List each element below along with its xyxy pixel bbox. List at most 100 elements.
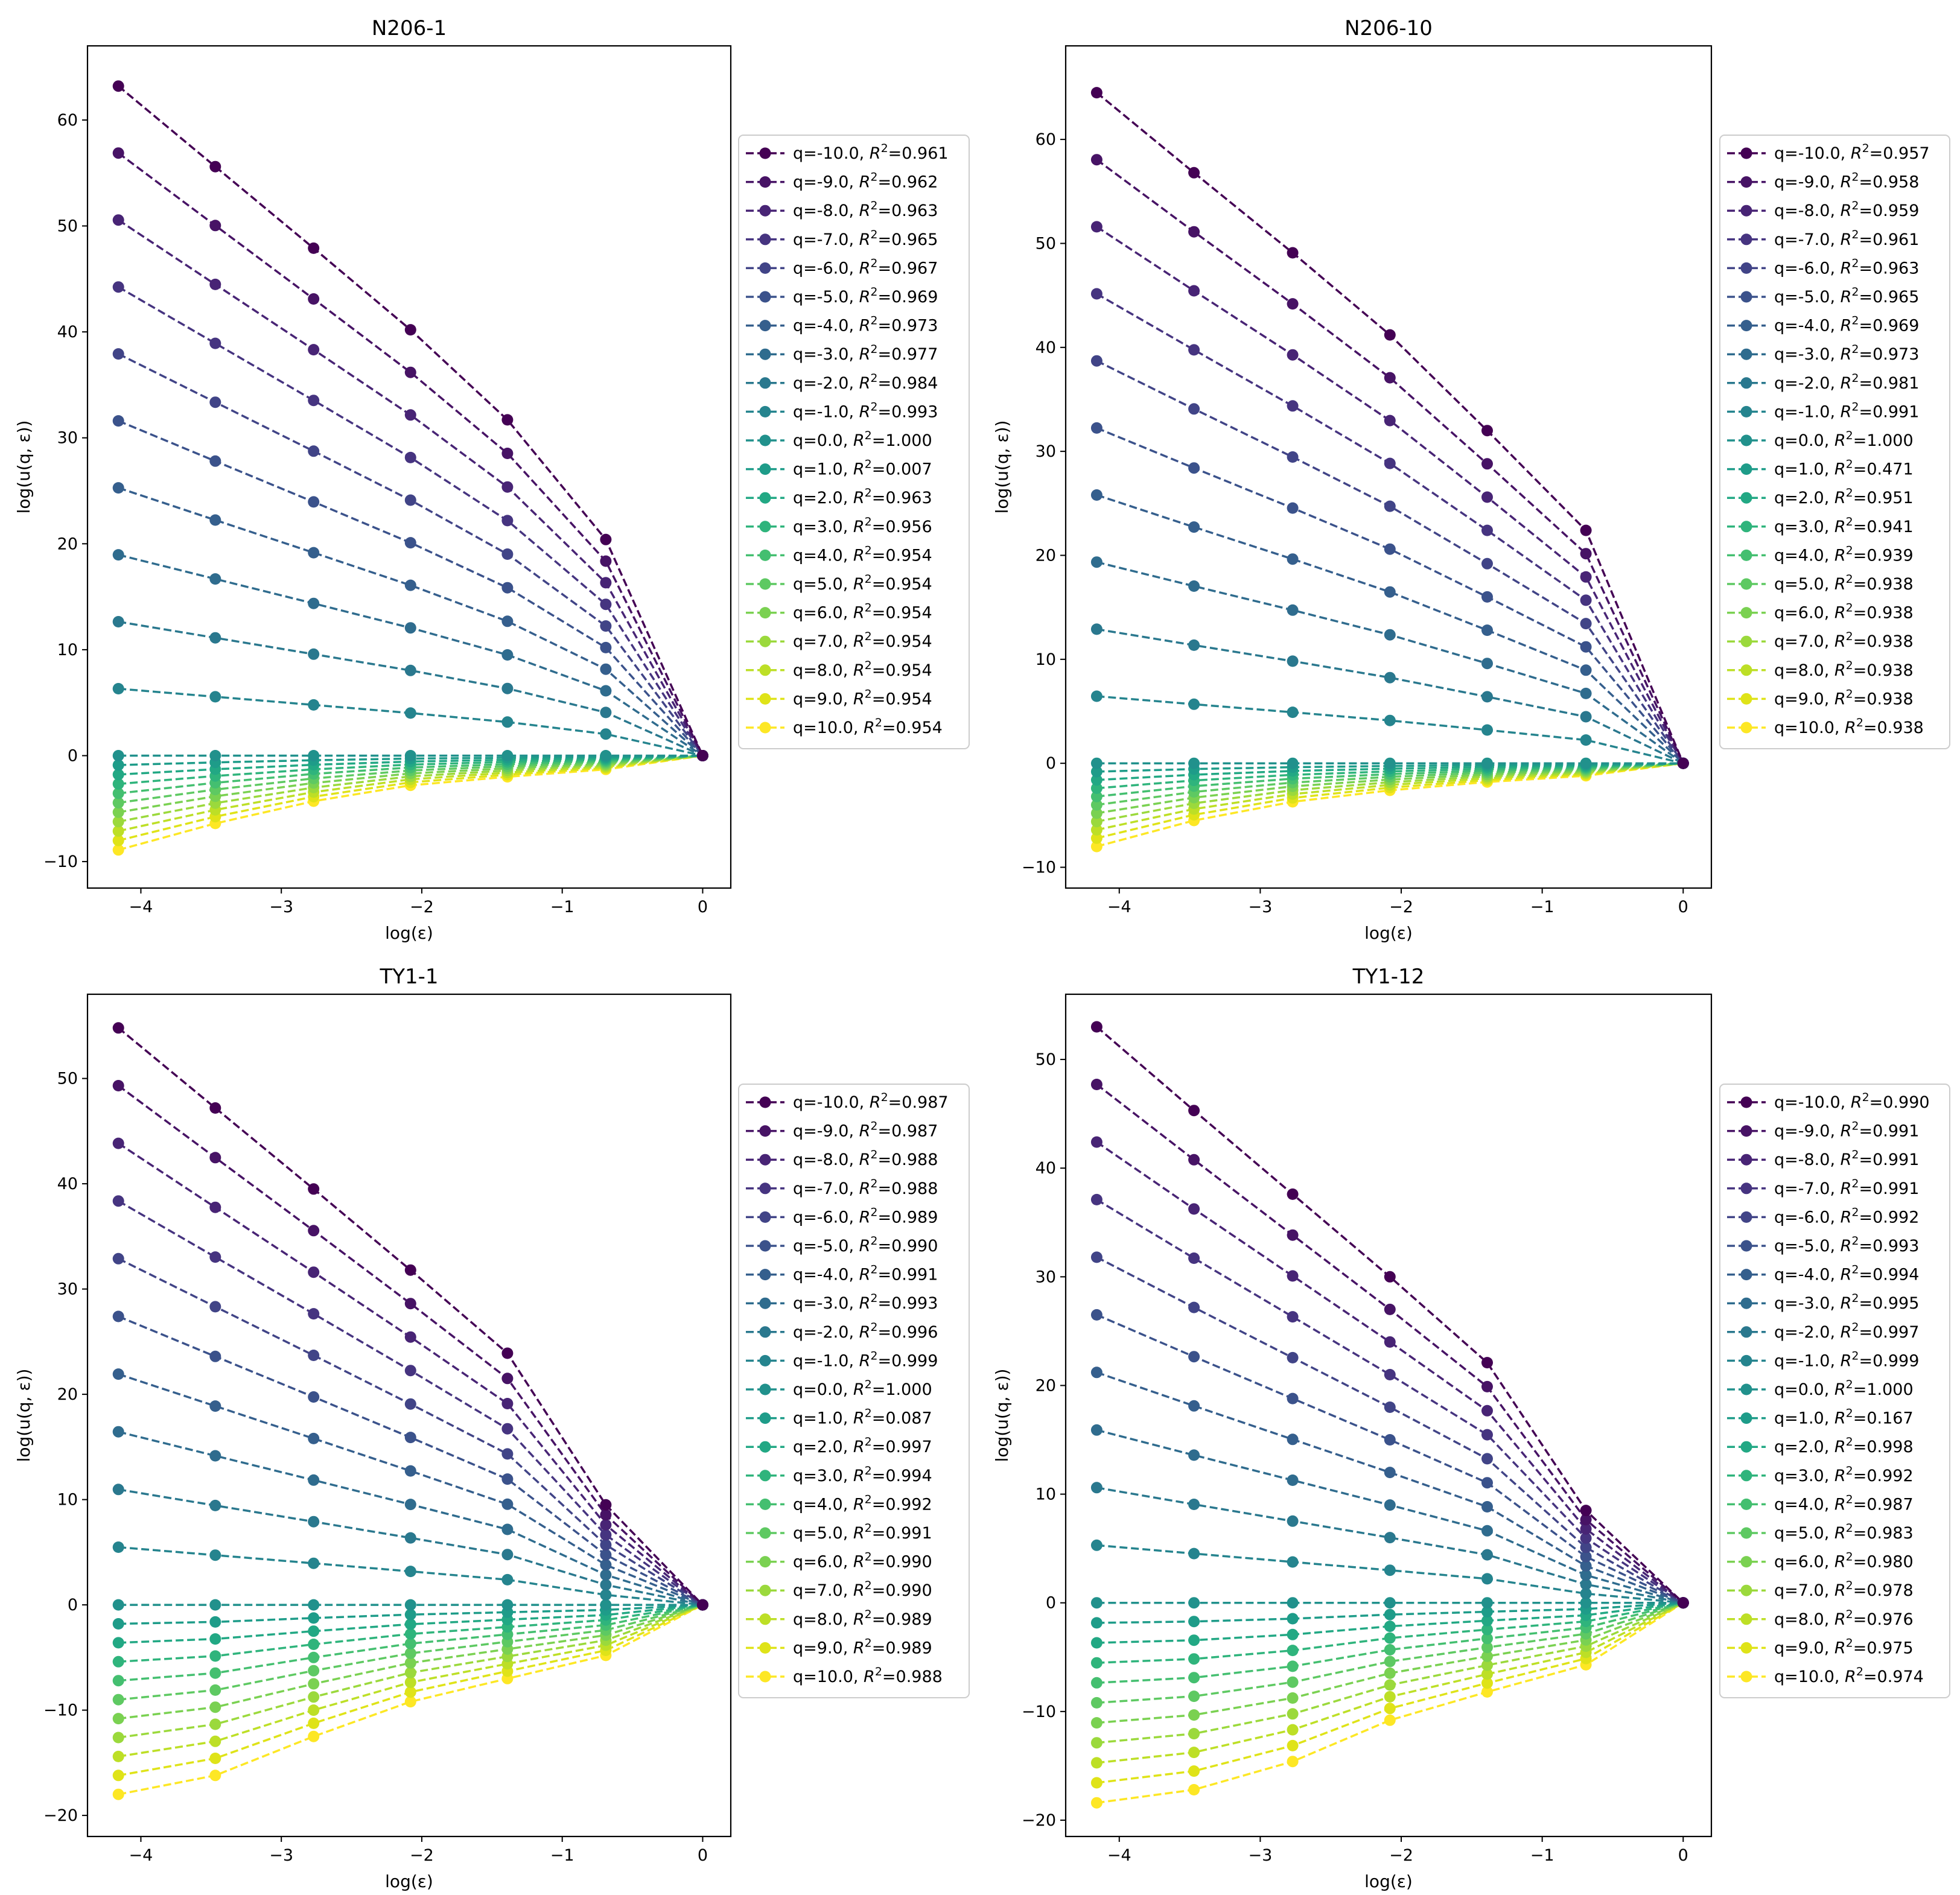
data-point-q-4 (600, 1559, 612, 1571)
legend-label: q=10.0, R2=0.988 (793, 1665, 943, 1686)
legend-marker (759, 1182, 771, 1195)
data-point-q5 (404, 1647, 416, 1659)
data-point-q-10 (696, 750, 708, 761)
data-point-q-8 (600, 577, 612, 589)
data-point-q-8 (112, 1137, 124, 1149)
y-tick-label: 50 (1036, 1050, 1056, 1069)
x-tick-label: 0 (1678, 898, 1688, 916)
y-tick-label: −10 (1022, 1703, 1056, 1721)
data-point-q2 (308, 1625, 320, 1637)
data-point-q-5 (1188, 462, 1200, 474)
legend-label: q=-5.0, R2=0.969 (793, 285, 938, 306)
x-tick-label: −4 (129, 898, 153, 916)
legend-marker (1740, 205, 1752, 217)
data-point-q-2 (1188, 1499, 1200, 1510)
data-point-q-5 (1287, 1392, 1299, 1405)
data-point-q-5 (501, 1473, 514, 1485)
data-point-q0 (209, 750, 221, 761)
data-point-q-5 (1384, 543, 1396, 555)
data-point-q-10 (112, 80, 124, 92)
legend-marker (1740, 233, 1752, 246)
legend-label: q=4.0, R2=0.992 (793, 1493, 932, 1514)
data-point-q-10 (1090, 1021, 1102, 1033)
data-point-q-4 (1384, 1467, 1396, 1479)
legend-marker (1740, 1470, 1752, 1482)
data-point-q-1 (112, 1541, 124, 1553)
legend-marker (1740, 1211, 1752, 1223)
data-point-q-2 (600, 1579, 612, 1591)
legend-marker (1740, 1125, 1752, 1137)
legend-marker (759, 1096, 771, 1108)
legend-item: q=-10.0, R2=0.987 (746, 1091, 949, 1112)
data-point-q9 (112, 1770, 124, 1782)
legend-label: q=6.0, R2=0.980 (1774, 1551, 1914, 1572)
data-point-q-5 (308, 1391, 320, 1403)
data-point-q9 (209, 1753, 221, 1764)
data-point-q-6 (501, 1448, 514, 1460)
data-point-q6 (1188, 1709, 1200, 1721)
data-point-q-4 (1580, 664, 1592, 676)
data-point-q-1 (1090, 1539, 1102, 1551)
legend-label: q=2.0, R2=0.951 (1774, 486, 1914, 507)
data-point-q-9 (308, 293, 320, 305)
data-point-q-7 (1287, 1311, 1299, 1323)
data-point-q-2 (404, 1532, 416, 1544)
axes-frame (1064, 993, 1713, 1838)
legend-label: q=2.0, R2=0.997 (793, 1435, 932, 1456)
data-point-q-8 (1481, 491, 1493, 503)
legend-marker (1740, 320, 1752, 332)
data-point-q-9 (600, 1509, 612, 1521)
legend-item: q=1.0, R2=0.167 (1727, 1407, 1914, 1428)
legend-item: q=-3.0, R2=0.995 (1727, 1292, 1919, 1313)
data-point-q1 (1090, 766, 1102, 778)
legend-label: q=8.0, R2=0.976 (1774, 1608, 1914, 1629)
data-point-q-1 (600, 728, 612, 740)
x-tick-label: −3 (1248, 1846, 1272, 1865)
y-tick-label: −10 (43, 852, 78, 871)
data-point-q0 (501, 750, 514, 761)
data-point-q-1 (1481, 1573, 1493, 1585)
legend-marker (1740, 348, 1752, 360)
data-point-q-7 (1188, 344, 1200, 356)
data-point-q-4 (1580, 1560, 1592, 1572)
data-point-q1 (1188, 1616, 1200, 1628)
series-line-q-1 (118, 687, 703, 757)
data-point-q2 (1384, 1620, 1396, 1633)
data-point-q-10 (1481, 425, 1493, 437)
legend-label: q=4.0, R2=0.954 (793, 544, 932, 565)
data-point-q-2 (600, 706, 612, 719)
legend-item: q=-1.0, R2=0.993 (746, 400, 938, 421)
data-point-q-3 (308, 597, 320, 609)
legend-item: q=4.0, R2=0.954 (746, 544, 932, 565)
legend-marker (1740, 463, 1752, 475)
panel-title: N206-1 (372, 16, 447, 40)
data-point-q-4 (501, 1498, 514, 1510)
legend-item: q=6.0, R2=0.954 (746, 602, 932, 623)
data-point-q0 (112, 750, 124, 761)
data-point-q-6 (112, 348, 124, 360)
y-tick-label: 10 (57, 641, 78, 659)
y-tick-label: 50 (57, 217, 78, 236)
legend-item: q=-2.0, R2=0.996 (746, 1321, 938, 1342)
legend-marker (1740, 176, 1752, 188)
data-point-q-10 (1677, 1597, 1689, 1609)
data-point-q1 (404, 1608, 416, 1620)
legend-item: q=-2.0, R2=0.984 (746, 372, 938, 393)
legend-marker (759, 664, 771, 676)
legend-item: q=2.0, R2=0.951 (1727, 486, 1914, 507)
legend-marker (1740, 1096, 1752, 1108)
legend-marker (1740, 1584, 1752, 1596)
data-point-q5 (209, 1684, 221, 1696)
data-point-q8 (1481, 1668, 1493, 1680)
data-point-q-10 (1287, 247, 1299, 259)
legend-marker (759, 1326, 771, 1338)
data-point-q-4 (209, 514, 221, 526)
data-point-q-1 (1287, 706, 1299, 719)
legend-label: q=-9.0, R2=0.987 (793, 1120, 938, 1141)
data-point-q-6 (209, 396, 221, 408)
data-point-q10 (1090, 1797, 1102, 1809)
legend-marker (759, 176, 771, 188)
data-point-q-8 (404, 409, 416, 421)
legend-item: q=-2.0, R2=0.981 (1727, 372, 1919, 393)
data-point-q3 (112, 1655, 124, 1668)
